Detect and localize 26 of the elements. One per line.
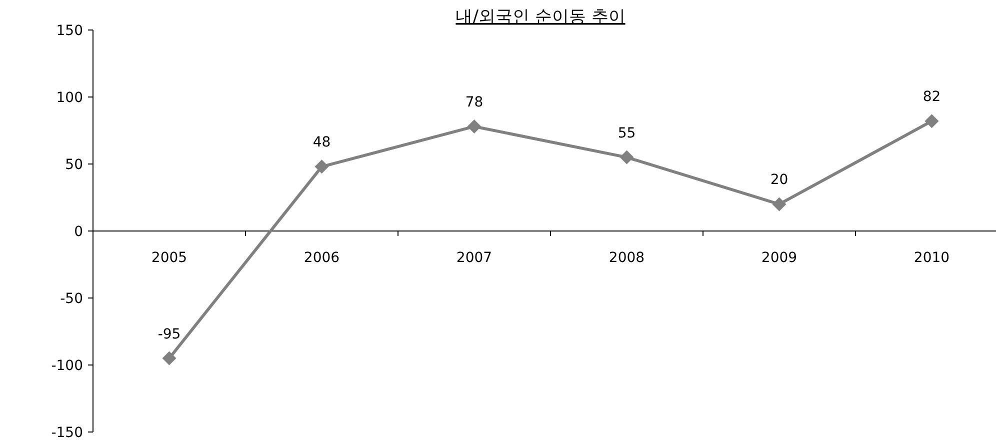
xtick: 2009 bbox=[761, 250, 798, 266]
xtick: 2006 bbox=[304, 250, 340, 266]
ytick: -150 bbox=[51, 425, 83, 441]
ytick: 100 bbox=[56, 90, 83, 106]
point bbox=[314, 160, 329, 174]
point bbox=[162, 351, 176, 366]
data-label: 78 bbox=[465, 94, 484, 110]
data-label: 20 bbox=[770, 172, 788, 188]
xtick: 2008 bbox=[608, 250, 645, 266]
ytick: 0 bbox=[74, 224, 83, 240]
point bbox=[772, 197, 786, 212]
title: 내/외국인 순이동 추이 bbox=[456, 7, 626, 27]
data-label: 55 bbox=[618, 125, 636, 142]
point bbox=[620, 150, 634, 164]
xtick: 2007 bbox=[456, 250, 492, 266]
data-label: 48 bbox=[312, 134, 331, 151]
data-label: 82 bbox=[922, 89, 941, 106]
ytick: -100 bbox=[51, 358, 83, 374]
point bbox=[467, 119, 482, 134]
xtick: 2010 bbox=[914, 250, 950, 266]
ytick: 50 bbox=[65, 157, 83, 173]
ytick: 150 bbox=[56, 23, 83, 39]
point bbox=[924, 114, 939, 128]
data-label: -95 bbox=[158, 326, 181, 342]
ytick: -50 bbox=[60, 291, 83, 307]
xtick: 2005 bbox=[151, 250, 188, 266]
